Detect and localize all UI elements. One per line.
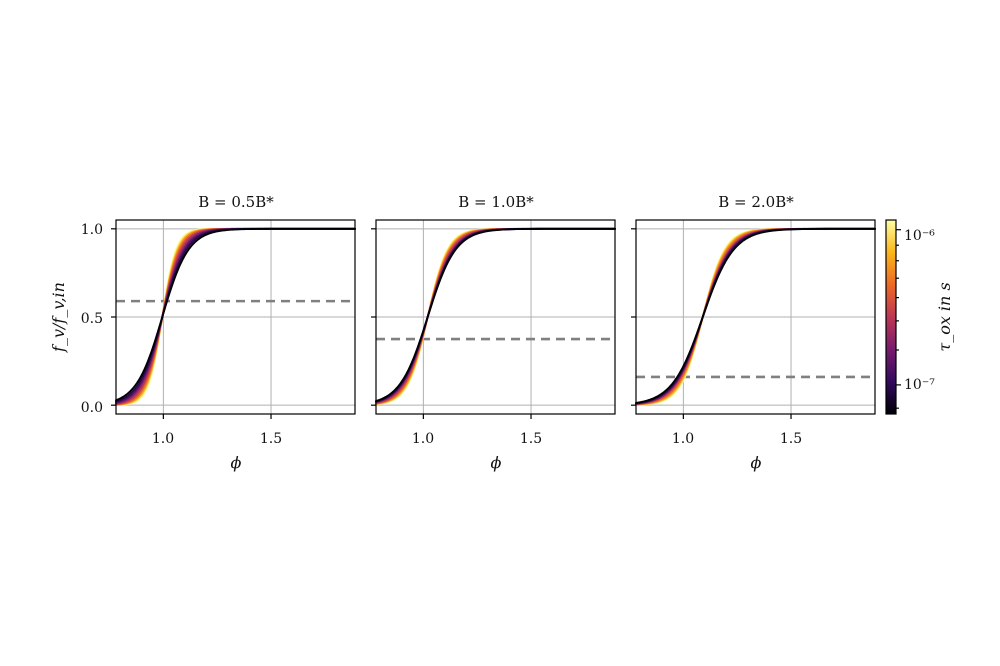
colorbar-label: τ_ox in s (935, 282, 954, 351)
panel-1-grid (116, 220, 355, 414)
colorbar-frame (885, 219, 897, 415)
panel-2-curves (375, 227, 616, 406)
panel-3-ticks (631, 228, 792, 419)
panel-2: B = 1.0B* 1.0 1.5 ϕ (371, 193, 616, 472)
panel-1-title: B = 0.5B* (198, 193, 274, 211)
colorbar-gradient (886, 220, 896, 414)
series-line-9 (635, 227, 876, 404)
colorbar: 10⁻⁶ 10⁻⁷ τ_ox in s (885, 219, 954, 415)
panel-1-curves (115, 227, 356, 406)
panel-3: B = 2.0B* 1.0 1.5 ϕ (631, 193, 876, 472)
series-line-9 (115, 227, 356, 402)
panel-1-y-tick-2: 0.5 (81, 311, 103, 327)
panel-1-x-tick-1: 1.0 (152, 431, 174, 447)
panel-1-x-tick-2: 1.5 (260, 431, 282, 447)
panel-3-curves (635, 227, 876, 406)
panel-3-title: B = 2.0B* (718, 193, 794, 211)
panel-1-y-tick-1: 0.0 (81, 400, 103, 416)
panel-2-title: B = 1.0B* (458, 193, 534, 211)
panel-2-x-tick-2: 1.5 (520, 431, 542, 447)
y-axis-label: f_v/f_v,in (49, 282, 68, 353)
colorbar-tick-label-1: 10⁻⁶ (904, 228, 935, 244)
panel-2-grid (376, 220, 615, 414)
panel-1-x-label: ϕ (231, 453, 242, 472)
panel-3-x-tick-1: 1.0 (672, 431, 694, 447)
panel-3-x-label: ϕ (751, 453, 762, 472)
panel-1-ticks (111, 228, 272, 419)
panel-1: B = 0.5B* 1.0 1.5 0.0 0.5 1.0 ϕ f_v/f_v,… (49, 193, 356, 472)
panel-2-ticks (371, 228, 532, 419)
panel-3-x-tick-2: 1.5 (780, 431, 802, 447)
series-line-9 (375, 227, 616, 402)
colorbar-ticks (896, 229, 901, 409)
panel-2-x-label: ϕ (491, 453, 502, 472)
panel-1-y-tick-3: 1.0 (81, 222, 103, 238)
colorbar-tick-label-2: 10⁻⁷ (904, 377, 935, 393)
panel-2-x-tick-1: 1.0 (412, 431, 434, 447)
